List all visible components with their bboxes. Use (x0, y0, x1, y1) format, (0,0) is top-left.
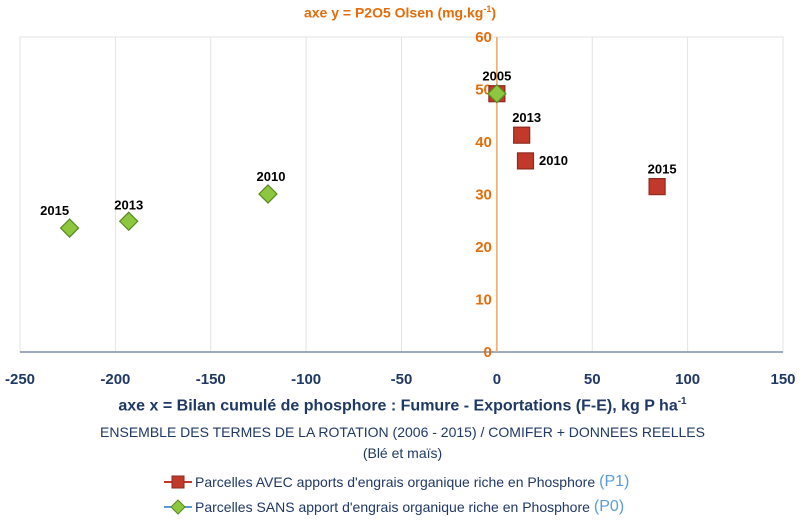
y-tick-label: 0 (484, 344, 492, 361)
y-axis-title-end: ) (491, 4, 497, 21)
x-tick-label: 0 (493, 371, 501, 388)
x-tick-label: -50 (391, 371, 413, 388)
y-tick-label: 40 (475, 134, 492, 151)
x-axis-title: axe x = Bilan cumulé de phosphore : Fumu… (0, 396, 800, 415)
legend-code-p0: (P0) (593, 497, 625, 515)
x-axis-title-text: axe x = Bilan cumulé de phosphore : Fumu… (118, 397, 678, 415)
x-tick-label: -200 (100, 371, 130, 388)
legend-diamond-marker-icon (164, 498, 192, 515)
legend: Parcelles AVEC apports d'engrais organiq… (164, 469, 629, 519)
x-tick-label: -150 (196, 371, 226, 388)
data-point-diamond (487, 83, 507, 104)
y-tick-label: 10 (475, 292, 492, 309)
legend-label-p0: Parcelles SANS apport d'engrais organiqu… (195, 498, 590, 515)
y-axis-title: axe y = P2O5 Olsen (mg.kg-1) (0, 4, 800, 21)
data-label: 2010 (257, 169, 286, 184)
chart-subtitle: ENSEMBLE DES TERMES DE LA ROTATION (2006… (100, 424, 705, 440)
data-point-square (648, 178, 666, 196)
legend-square-marker-icon (164, 475, 192, 488)
data-label: 2015 (40, 203, 69, 218)
data-point-diamond (59, 218, 80, 238)
data-point-square (516, 152, 535, 170)
x-tick-label: -100 (291, 371, 321, 388)
x-tick-label: 50 (584, 371, 601, 388)
data-point-square (513, 126, 531, 144)
y-axis-title-sup: -1 (483, 4, 492, 14)
y-tick-label: 60 (475, 29, 492, 46)
data-point-diamond (258, 184, 278, 204)
y-tick-label: 30 (475, 187, 492, 204)
legend-item-p1: Parcelles AVEC apports d'engrais organiq… (164, 469, 629, 494)
data-point-diamond (118, 211, 139, 232)
x-tick-label: 150 (770, 371, 795, 388)
y-tick-label: 20 (475, 239, 492, 256)
data-label: 2015 (648, 162, 677, 177)
legend-label-p1: Parcelles AVEC apports d'engrais organiq… (195, 473, 596, 490)
y-axis-title-text: axe y = P2O5 Olsen (mg.kg (303, 4, 484, 21)
data-label: 2010 (539, 153, 568, 168)
data-label: 2013 (114, 197, 143, 212)
data-label: 2013 (512, 110, 541, 125)
scatter-chart: -250 -200 -150 -100 -50 0 50 100 150010203040506… (5, 29, 796, 388)
legend-item-p0: Parcelles SANS apport d'engrais organiqu… (164, 494, 629, 519)
x-axis-title-sup: -1 (677, 396, 687, 407)
legend-code-p1: (P1) (599, 472, 630, 490)
x-tick-label: -250 (5, 371, 35, 388)
data-label: 2005 (482, 69, 511, 84)
chart-subtitle-crops: (Blé et maïs) (362, 445, 443, 461)
x-tick-label: 100 (675, 371, 700, 388)
